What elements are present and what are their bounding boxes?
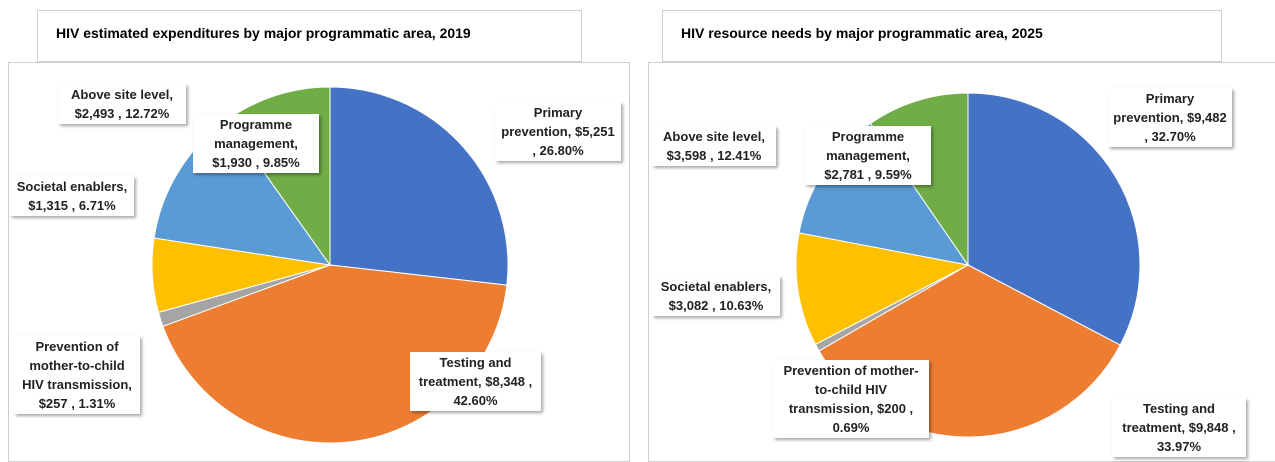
data-label: Prevention of mother-to-child HIV transm… <box>14 336 140 414</box>
value-label: $2,493 , 12.72% <box>74 106 170 121</box>
category-label: Testing and treatment, <box>1122 401 1215 435</box>
category-label: Above site level, <box>71 87 173 102</box>
category-label: Prevention of mother-to-child HIV transm… <box>22 339 132 392</box>
category-label: Testing and treatment, <box>418 355 512 389</box>
data-label: Societal enablers, $3,082 , 10.63% <box>652 276 780 316</box>
value-label: $200 , 0.69% <box>832 401 914 435</box>
value-label: $1,315 , 6.71% <box>28 198 116 213</box>
data-label: Societal enablers, $1,315 , 6.71% <box>10 176 134 216</box>
category-label: Societal enablers, <box>16 179 128 194</box>
data-label: Programme management, $2,781 , 9.59% <box>805 126 931 185</box>
value-label: $9,482 , 32.70% <box>1144 110 1227 144</box>
value-label: $3,082 , 10.63% <box>668 298 764 313</box>
value-label: $2,781 , 9.59% <box>824 167 912 182</box>
category-label: Programme management, <box>214 117 298 151</box>
value-label: $3,598 , 12.41% <box>666 148 762 163</box>
data-label: Testing and treatment, $8,348 , 42.60% <box>410 352 541 411</box>
value-label: $257 , 1.31% <box>38 396 116 411</box>
category-label: Above site level, <box>663 129 765 144</box>
data-label: Primary prevention, $5,251 , 26.80% <box>495 102 621 161</box>
pie-slice <box>329 86 509 286</box>
category-label: Primary prevention, <box>1113 91 1195 125</box>
data-label: Above site level, $3,598 , 12.41% <box>652 126 776 166</box>
category-label: Prevention of mother-to-child HIV transm… <box>783 363 919 416</box>
value-label: $5,251 , 26.80% <box>532 124 615 158</box>
pie-slice <box>967 92 1141 346</box>
category-label: Programme management, <box>826 129 910 163</box>
value-label: $9,848 , 33.97% <box>1156 420 1236 454</box>
chart-title: HIV estimated expenditures by major prog… <box>37 10 582 62</box>
value-label: $8,348 , 42.60% <box>453 374 533 408</box>
data-label: Testing and treatment, $9,848 , 33.97% <box>1112 398 1246 457</box>
data-label: Primary prevention, $9,482 , 32.70% <box>1108 88 1232 147</box>
category-label: Societal enablers, <box>660 279 772 294</box>
data-label: Prevention of mother-to-child HIV transm… <box>773 360 929 438</box>
pie-slice <box>795 232 970 346</box>
data-label: Above site level, $2,493 , 12.72% <box>58 84 186 124</box>
chart-title: HIV resource needs by major programmatic… <box>662 10 1222 62</box>
data-label: Programme management, $1,930 , 9.85% <box>193 114 319 173</box>
value-label: $1,930 , 9.85% <box>212 155 300 170</box>
category-label: Primary prevention, <box>501 105 583 139</box>
